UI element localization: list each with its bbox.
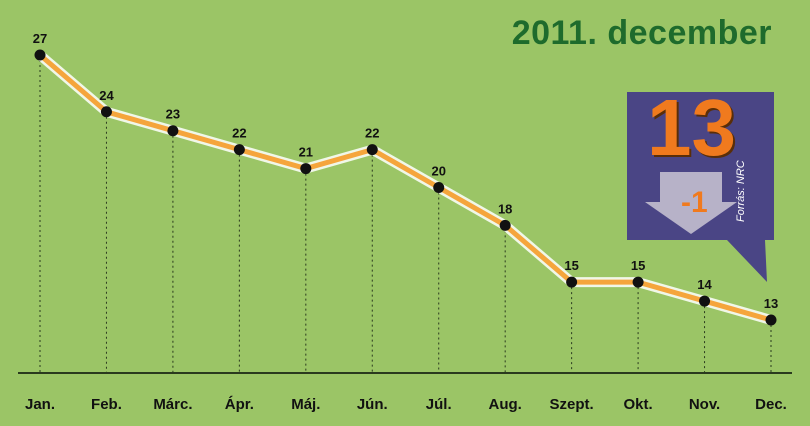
callout-value: 13 bbox=[647, 83, 736, 172]
chart-title: 2011. december bbox=[511, 14, 772, 52]
data-point bbox=[632, 276, 644, 288]
callout-box bbox=[627, 92, 774, 282]
data-label: 13 bbox=[764, 296, 778, 311]
x-tick-label: Jún. bbox=[357, 396, 388, 413]
data-label: 23 bbox=[166, 107, 180, 122]
data-points bbox=[34, 49, 777, 326]
data-point bbox=[34, 49, 46, 61]
data-label: 24 bbox=[99, 88, 114, 103]
x-tick-label: Márc. bbox=[153, 396, 192, 413]
data-label: 14 bbox=[697, 277, 712, 292]
down-arrow-icon bbox=[645, 172, 737, 234]
source-note: Forrás: NRC bbox=[735, 160, 747, 222]
data-point bbox=[765, 314, 777, 326]
x-tick-label: Nov. bbox=[689, 396, 720, 413]
data-point bbox=[300, 163, 312, 175]
x-tick-label: Okt. bbox=[623, 396, 652, 413]
data-label: 18 bbox=[498, 201, 512, 216]
x-tick-label: Máj. bbox=[291, 396, 320, 413]
series-line bbox=[38, 53, 772, 323]
data-label: 27 bbox=[33, 31, 47, 46]
data-point bbox=[433, 182, 445, 193]
latest-value-callout: 13 -1 Forrás: NRC bbox=[627, 88, 774, 282]
data-point bbox=[366, 144, 378, 156]
data-point bbox=[499, 219, 511, 231]
x-tick-label: Ápr. bbox=[225, 396, 254, 413]
data-point bbox=[566, 276, 578, 288]
x-tick-label: Dec. bbox=[755, 396, 787, 413]
data-label: 20 bbox=[431, 164, 445, 179]
data-label: 21 bbox=[299, 145, 313, 160]
x-tick-label: Aug. bbox=[489, 396, 522, 413]
data-label: 22 bbox=[365, 126, 379, 141]
data-label: 22 bbox=[232, 126, 246, 141]
data-label: 15 bbox=[564, 258, 578, 273]
data-point bbox=[233, 144, 245, 156]
x-tick-label: Jan. bbox=[25, 396, 55, 413]
drop-lines bbox=[39, 55, 772, 373]
data-label: 15 bbox=[631, 258, 645, 273]
x-tick-label: Feb. bbox=[91, 396, 122, 413]
callout-change: -1 bbox=[681, 186, 708, 219]
data-labels: 27 24 23 22 21 22 20 18 15 15 14 13 bbox=[33, 31, 778, 311]
x-tick-label: Szept. bbox=[550, 396, 594, 413]
data-point bbox=[167, 125, 179, 137]
data-point bbox=[100, 106, 112, 118]
x-tick-label: Júl. bbox=[426, 396, 452, 413]
data-point bbox=[699, 295, 711, 307]
x-tick-labels: Jan. Feb. Márc. Ápr. Máj. Jún. Júl. Aug. Szept. O… bbox=[25, 396, 787, 413]
